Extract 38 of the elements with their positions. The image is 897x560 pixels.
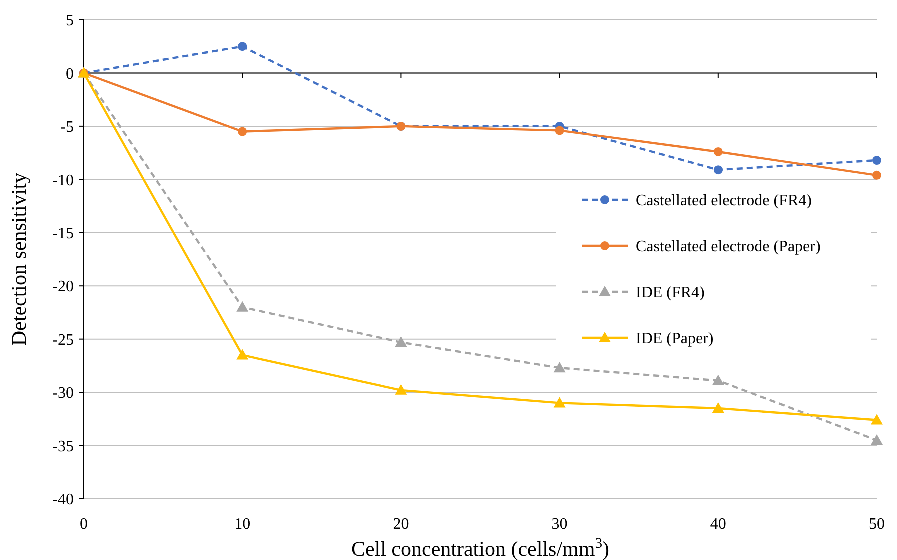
point: [238, 127, 248, 136]
y-tick-label: -35: [52, 438, 74, 456]
y-tick-label: -10: [52, 172, 74, 190]
point: [872, 156, 882, 166]
point: [554, 397, 566, 408]
point: [714, 166, 723, 175]
point: [236, 349, 249, 360]
y-tick-label: 0: [66, 66, 74, 83]
legend-label: IDE (FR4): [636, 284, 705, 302]
legend-label: IDE (Paper): [636, 330, 714, 348]
y-tick-label: -20: [52, 278, 74, 296]
point: [238, 42, 248, 52]
y-tick-label: -5: [60, 119, 74, 136]
x-tick-label: 0: [80, 516, 88, 533]
y-tick-label: 5: [66, 12, 74, 30]
point: [555, 126, 564, 136]
point: [714, 147, 723, 156]
x-tick-label: 20: [393, 516, 410, 533]
point: [871, 434, 883, 445]
legend-label: Castellated electrode (FR4): [636, 192, 812, 210]
y-tick-label: -30: [52, 385, 74, 402]
y-tick-label: -25: [52, 332, 74, 349]
x-tick-label: 40: [710, 516, 726, 533]
point: [712, 402, 724, 414]
point: [395, 384, 408, 395]
legend-label: Castellated electrode (Paper): [636, 238, 821, 256]
point: [236, 301, 249, 312]
x-tick-label: 10: [234, 516, 251, 533]
x-tick-label: 50: [869, 516, 885, 533]
point: [395, 336, 408, 348]
x-tick-label: 30: [552, 516, 568, 533]
y-tick-label: -15: [52, 225, 74, 242]
point: [554, 362, 566, 373]
y-tick-label: -40: [52, 492, 74, 509]
point: [872, 170, 882, 180]
y-axis-title: Detection sensitivity: [7, 172, 31, 346]
point: [712, 374, 724, 386]
point: [871, 414, 883, 425]
